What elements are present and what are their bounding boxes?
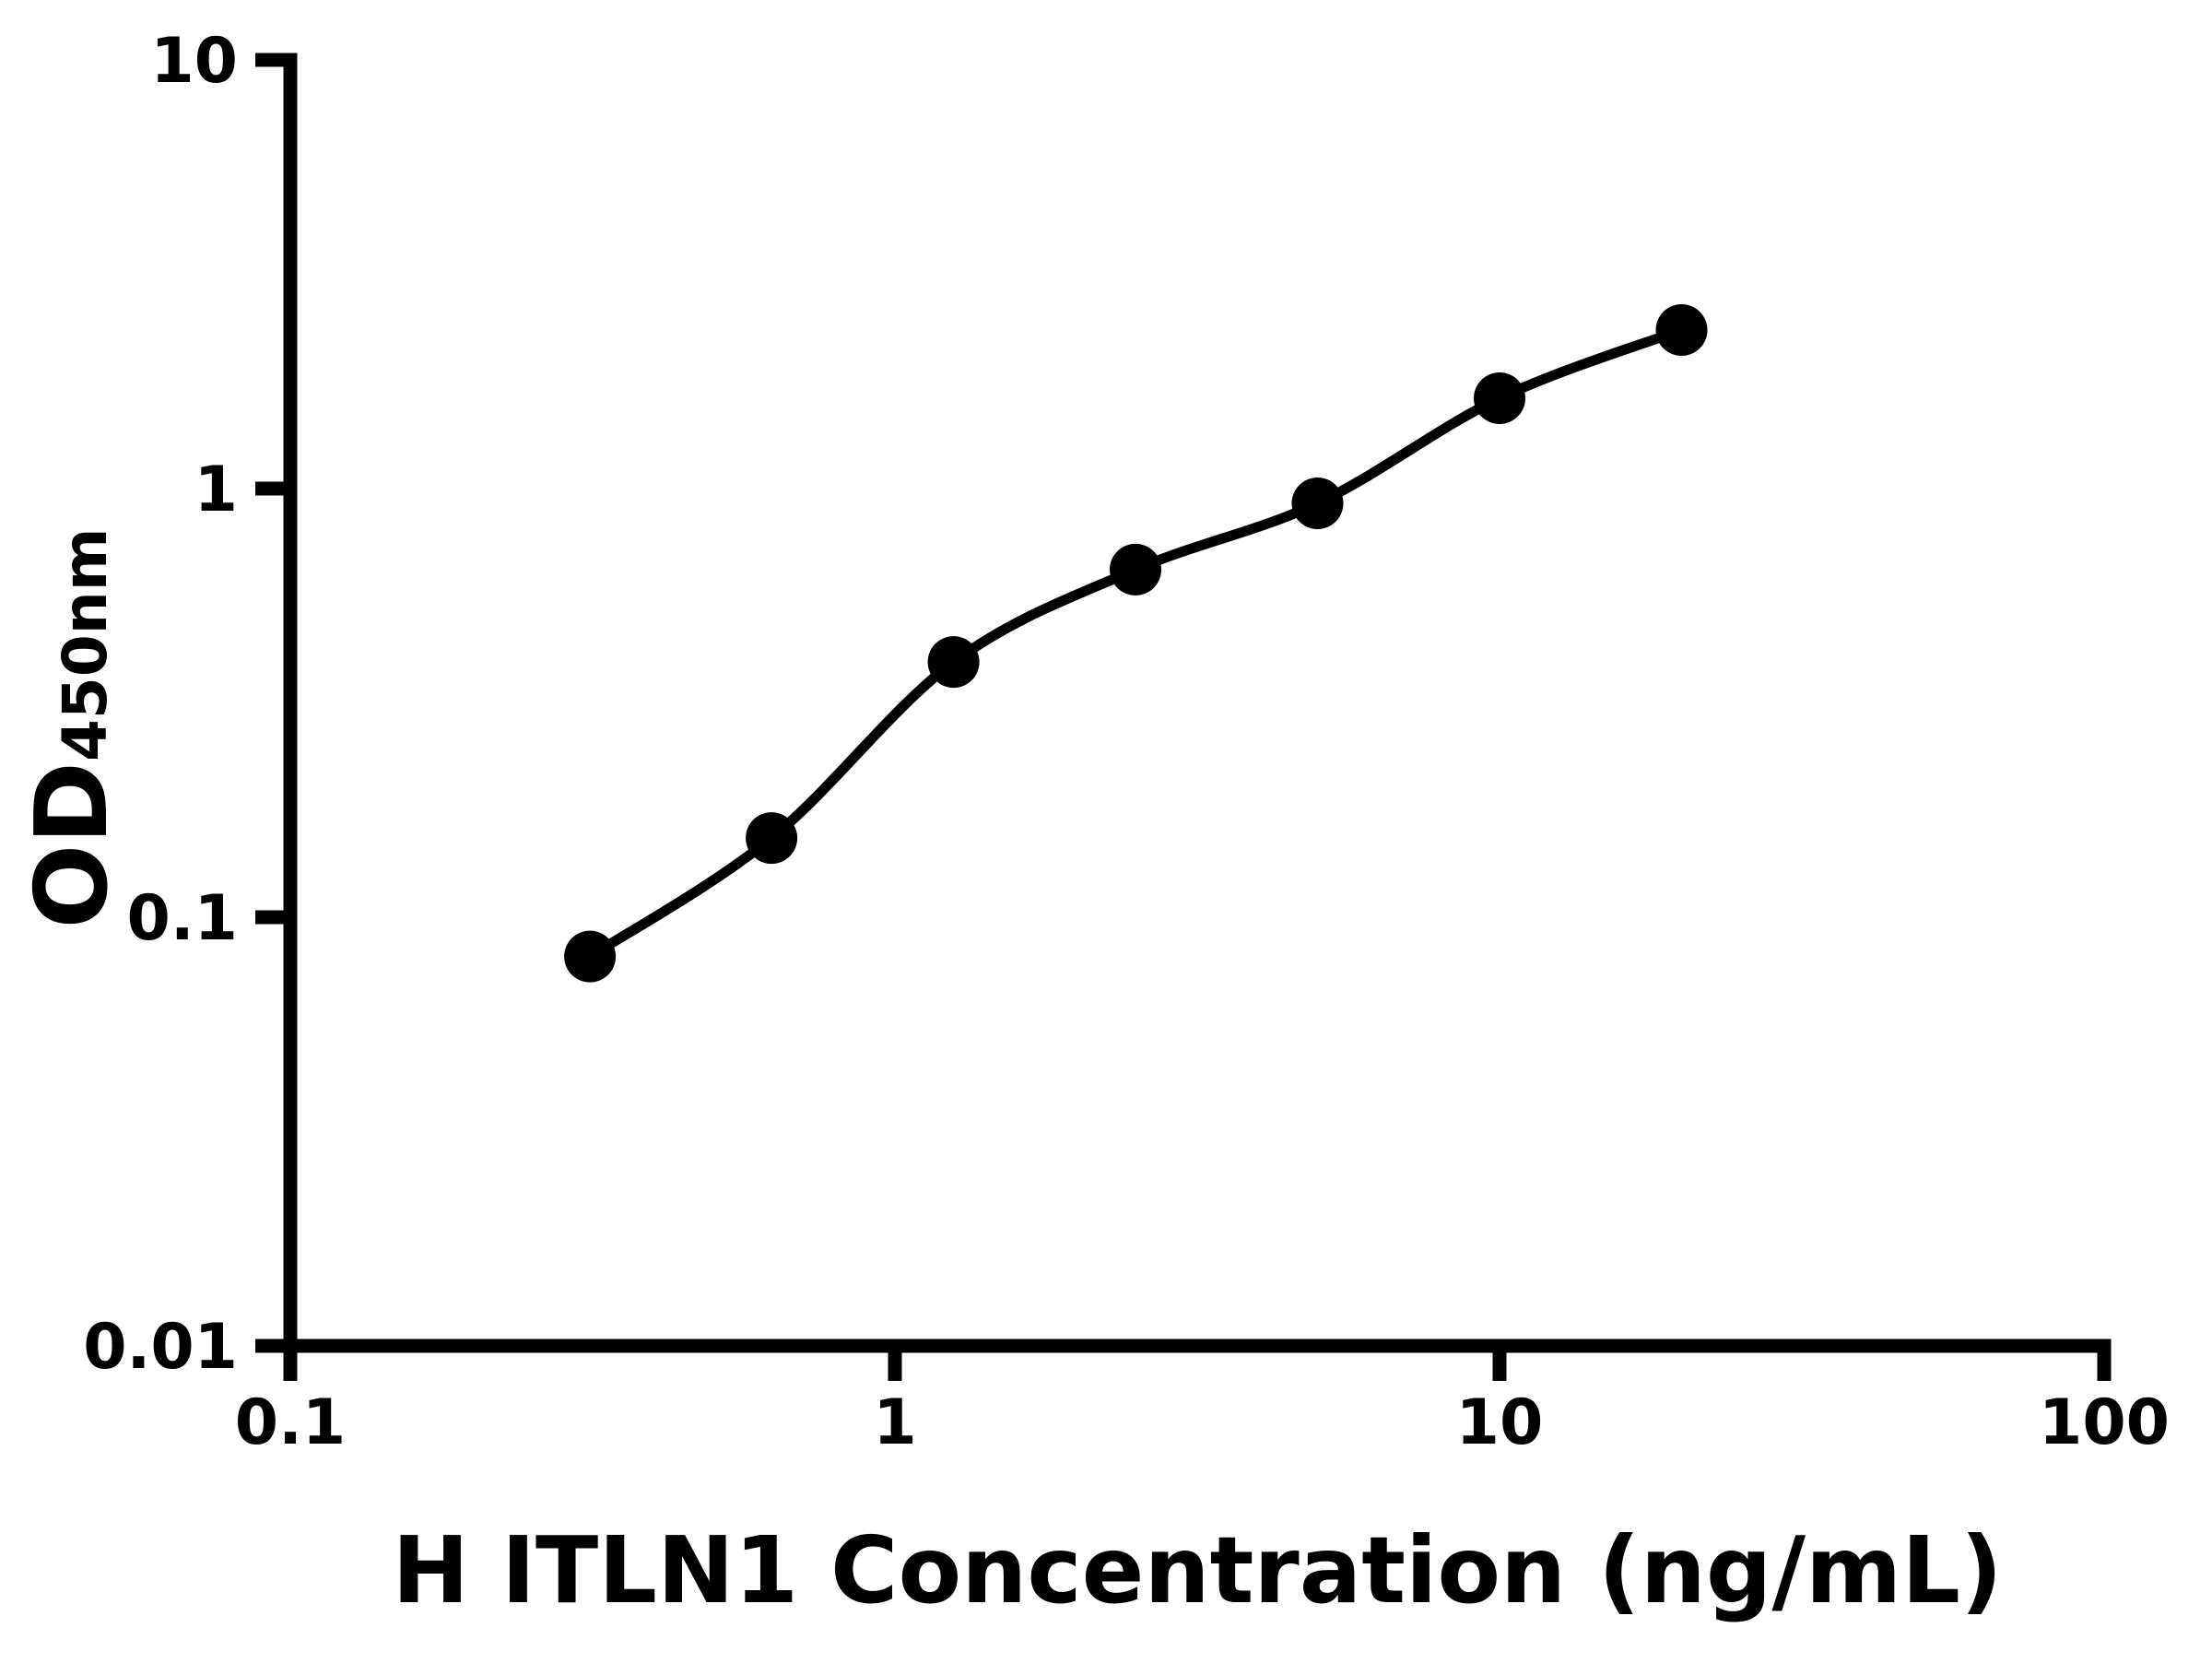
data-point xyxy=(564,930,617,983)
x-tick-label: 0.1 xyxy=(235,1386,346,1459)
data-point xyxy=(1474,372,1525,424)
y-axis-title-subscript: 450nm xyxy=(50,528,121,762)
x-axis-title: H ITLN1 Concentration (ng/mL) xyxy=(392,1516,2002,1624)
y-axis-title: OD450nm xyxy=(15,528,130,929)
x-tick-label: 100 xyxy=(2039,1386,2170,1459)
data-point xyxy=(746,812,798,865)
x-tick-label: 1 xyxy=(873,1386,916,1459)
data-point xyxy=(1291,478,1344,529)
data-point xyxy=(1110,543,1161,596)
data-point xyxy=(1655,304,1708,356)
y-tick-label: 1 xyxy=(194,454,238,526)
y-tick-label: 0.01 xyxy=(83,1311,238,1384)
y-tick-label: 0.1 xyxy=(127,882,238,955)
standard-curve-line xyxy=(584,324,1687,962)
data-point xyxy=(927,636,980,689)
x-tick-label: 10 xyxy=(1456,1386,1544,1459)
y-tick-label: 10 xyxy=(150,25,238,98)
y-axis-title-main: OD xyxy=(15,761,130,928)
